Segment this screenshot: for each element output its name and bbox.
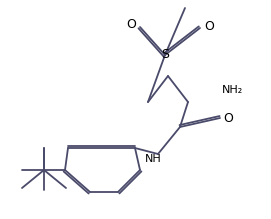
Text: S: S: [161, 48, 169, 62]
Text: O: O: [126, 18, 136, 32]
Text: O: O: [223, 111, 233, 124]
Text: O: O: [204, 19, 214, 32]
Text: NH₂: NH₂: [222, 85, 243, 95]
Text: NH: NH: [145, 154, 161, 164]
